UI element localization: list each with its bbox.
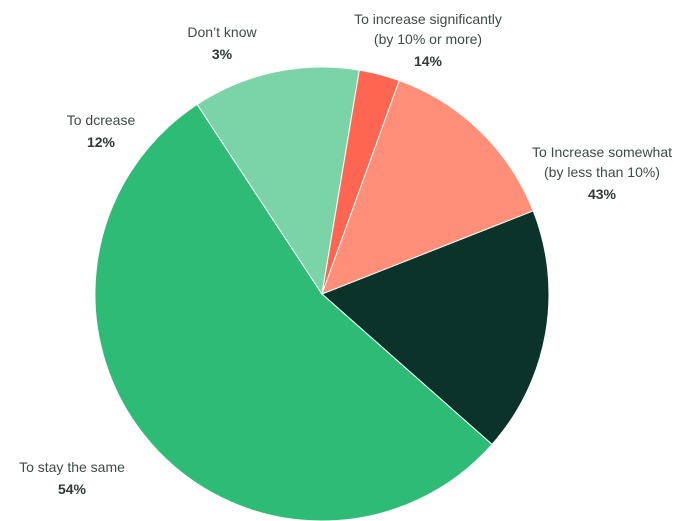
slice-value-increase-significantly: 14%	[414, 53, 443, 69]
slice-label-dont-know-line-1: Don’t know	[187, 24, 257, 40]
pie-slice-stay-the-same	[94, 103, 493, 521]
slice-label-increase-somewhat-line-2: (by less than 10%)	[544, 164, 660, 180]
slice-label-group-decrease: To dcrease 12%	[67, 112, 136, 150]
slice-label-increase-somewhat-line-1: To Increase somewhat	[532, 144, 672, 160]
pie-slice-decrease	[196, 66, 360, 296]
slice-label-decrease-line-1: To dcrease	[67, 112, 136, 128]
slice-value-dont-know: 3%	[212, 46, 233, 62]
slice-label-stay-the-same-line-1: To stay the same	[19, 459, 125, 475]
slice-label-group-increase-somewhat: To Increase somewhat (by less than 10%) 43…	[532, 144, 672, 202]
pie-slice-increase-significantly	[321, 79, 534, 295]
slice-value-stay-the-same: 54%	[58, 481, 87, 497]
slice-label-group-increase-significantly: To increase significantly (by 10% or more…	[354, 11, 502, 69]
slice-value-increase-somewhat: 43%	[588, 186, 617, 202]
slice-label-group-dont-know: Don’t know 3%	[187, 24, 257, 62]
pie-slice-increase-somewhat	[321, 210, 550, 446]
slice-label-increase-significantly-line-1: To increase significantly	[354, 11, 502, 27]
slice-value-decrease: 12%	[87, 134, 116, 150]
slice-label-increase-significantly-line-2: (by 10% or more)	[374, 31, 482, 47]
slice-label-group-stay-the-same: To stay the same 54%	[19, 459, 125, 497]
